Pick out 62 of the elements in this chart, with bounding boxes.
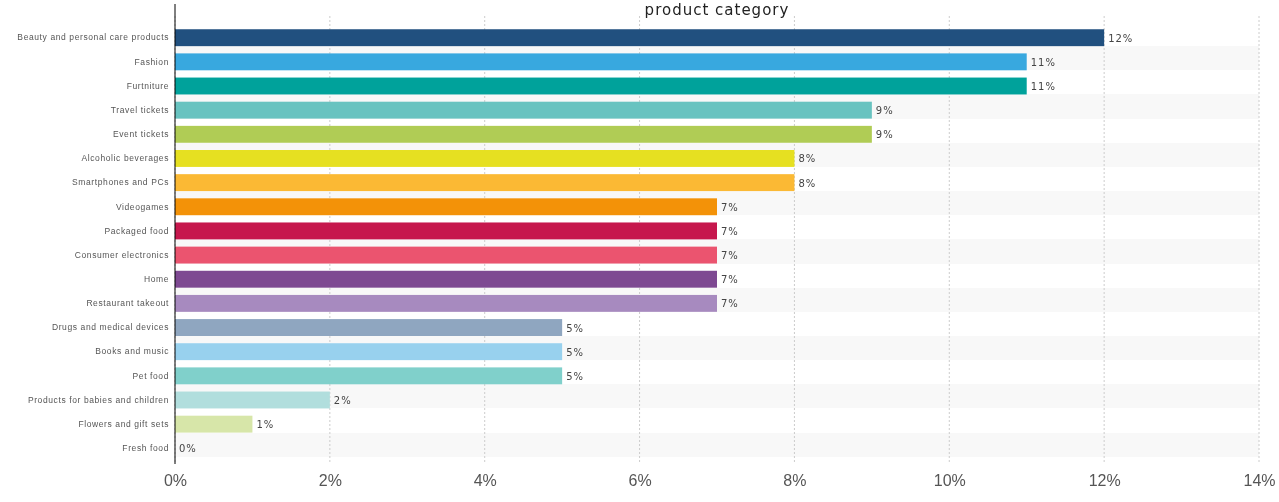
data-label: 8% <box>798 177 817 189</box>
bar <box>175 391 330 409</box>
y-tick-label: Products for babies and children <box>27 394 169 405</box>
data-label: 2% <box>333 394 352 406</box>
bar <box>175 343 563 361</box>
y-tick-label: Alcoholic beverages <box>81 153 169 164</box>
bar <box>175 246 717 264</box>
x-tick-label: 10% <box>933 472 966 490</box>
bar <box>175 150 795 167</box>
bar <box>175 367 563 385</box>
bar <box>175 294 717 312</box>
x-tick-label: 8% <box>783 472 807 490</box>
data-label: 7% <box>721 201 739 213</box>
y-tick-label: Packaged food <box>104 225 169 236</box>
data-label: 9% <box>875 105 894 117</box>
x-tick-label: 2% <box>318 472 342 490</box>
bar <box>175 198 717 216</box>
y-tick-label: Fashion <box>134 56 169 67</box>
bar <box>175 53 1027 71</box>
y-tick-label: Drugs and medical devices <box>51 322 169 333</box>
y-tick-label: Beauty and personal care products <box>17 32 169 43</box>
data-label: 7% <box>721 225 739 237</box>
x-tick-label: 12% <box>1088 472 1121 490</box>
bar <box>175 77 1027 95</box>
data-label: 11% <box>1030 81 1056 93</box>
y-tick-label: Smartphones and PCs <box>72 177 169 188</box>
data-label: 11% <box>1030 56 1056 68</box>
data-label: 7% <box>721 250 739 262</box>
y-tick-label: Books and music <box>95 346 170 357</box>
data-label: 5% <box>566 346 585 358</box>
data-label: 8% <box>798 153 817 165</box>
data-label: 5% <box>566 370 585 382</box>
bar <box>175 125 872 143</box>
y-tick-label: Videogames <box>115 201 169 212</box>
data-label: 12% <box>1108 32 1134 44</box>
bar <box>175 415 253 433</box>
y-tick-label: Restaurant takeout <box>86 298 170 309</box>
x-tick-label: 4% <box>473 472 497 490</box>
y-tick-label: Home <box>143 273 169 284</box>
data-label: 0% <box>179 443 197 455</box>
bar <box>175 319 563 336</box>
chart-title: product category <box>644 1 790 19</box>
y-tick-label: Flowers and gift sets <box>78 418 169 429</box>
bar <box>175 29 1105 47</box>
y-tick-label: Consumer electronics <box>74 249 169 260</box>
data-label: 7% <box>721 274 739 286</box>
bar <box>175 101 872 119</box>
data-label: 9% <box>875 129 894 141</box>
y-tick-label: Event tickets <box>113 129 169 140</box>
bar <box>175 270 717 288</box>
bar <box>175 174 795 192</box>
y-tick-label: Furtniture <box>126 80 169 91</box>
data-label: 7% <box>721 298 739 310</box>
x-tick-label: 0% <box>163 472 188 490</box>
x-tick-label: 14% <box>1243 472 1276 490</box>
y-tick-label: Travel tickets <box>110 104 169 115</box>
y-tick-label: Fresh food <box>122 443 169 454</box>
bar <box>175 222 717 240</box>
data-label: 1% <box>256 419 275 431</box>
y-tick-label: Pet food <box>132 370 169 381</box>
x-tick-label: 6% <box>628 472 652 490</box>
data-label: 5% <box>566 322 585 334</box>
